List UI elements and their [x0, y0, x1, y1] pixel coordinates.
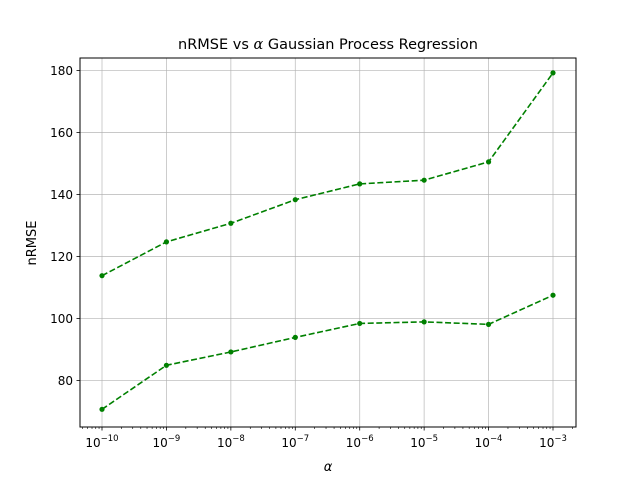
data-point — [163, 362, 170, 368]
y-tick-label: 180 — [50, 64, 73, 78]
y-tick-label: 80 — [58, 374, 73, 388]
data-point — [228, 349, 234, 355]
x-tick-label-exponent: −3 — [554, 434, 567, 444]
data-point — [550, 292, 556, 298]
data-point — [99, 406, 105, 412]
x-tick-label: 10−9 — [153, 434, 181, 450]
data-point — [485, 321, 492, 327]
x-tick-label: 10−4 — [475, 434, 503, 450]
y-tick-label: 100 — [50, 312, 73, 326]
y-tick-label: 120 — [50, 250, 73, 264]
data-point — [485, 159, 492, 165]
data-point — [228, 220, 234, 226]
series-line — [101, 294, 554, 410]
x-tick-label-base: 10 — [539, 436, 554, 450]
x-tick-label-exponent: −5 — [426, 434, 439, 444]
series-2 — [99, 292, 556, 412]
series-1 — [99, 70, 556, 279]
x-tick-label-base: 10 — [281, 436, 296, 450]
x-tick-label-exponent: −7 — [297, 434, 310, 444]
chart-title-symbol: α — [254, 37, 264, 53]
x-tick-label-exponent: −8 — [232, 434, 245, 444]
x-tick-label: 10−10 — [85, 434, 118, 450]
data-point — [163, 239, 170, 245]
x-tick-label-base: 10 — [410, 436, 425, 450]
x-tick-label-exponent: −9 — [168, 434, 181, 444]
x-tick-label: 10−8 — [217, 434, 245, 450]
x-tick-label: 10−5 — [410, 434, 438, 450]
x-tick-label-base: 10 — [153, 436, 168, 450]
series-line — [101, 72, 554, 277]
y-axis-label: nRMSE — [25, 221, 40, 266]
y-tick-label: 160 — [50, 126, 73, 140]
ticks: 10−10 10−9 10−8 10−7 10−6 10−5 10−4 10−38010012… — [50, 64, 573, 450]
x-tick-label-exponent: −6 — [361, 434, 374, 444]
data-point — [99, 273, 105, 279]
x-tick-label-exponent: −4 — [490, 434, 503, 444]
x-tick-label: 10−3 — [539, 434, 567, 450]
chart-title: nRMSE vs α Gaussian Process Regression — [178, 37, 478, 53]
x-tick-label-base: 10 — [85, 436, 100, 450]
x-tick-label-base: 10 — [346, 436, 361, 450]
x-tick-label-base: 10 — [217, 436, 232, 450]
y-tick-label: 140 — [50, 188, 73, 202]
data-point — [421, 319, 427, 325]
grid — [80, 58, 576, 427]
chart-title-suffix: Gaussian Process Regression — [263, 37, 478, 53]
x-tick-label: 10−6 — [346, 434, 374, 450]
data-point — [421, 177, 427, 183]
data-point — [550, 70, 556, 76]
x-tick-label-base: 10 — [475, 436, 490, 450]
x-tick-label-exponent: −10 — [101, 434, 119, 444]
data-point — [357, 181, 363, 187]
data-point — [357, 320, 363, 327]
x-tick-label: 10−7 — [281, 434, 309, 450]
data-point — [292, 197, 298, 203]
chart-title-prefix: nRMSE vs — [178, 37, 254, 53]
plot-frame — [79, 57, 577, 428]
series-layer — [99, 70, 556, 412]
x-axis-label: α — [324, 460, 333, 475]
data-point — [292, 334, 298, 340]
